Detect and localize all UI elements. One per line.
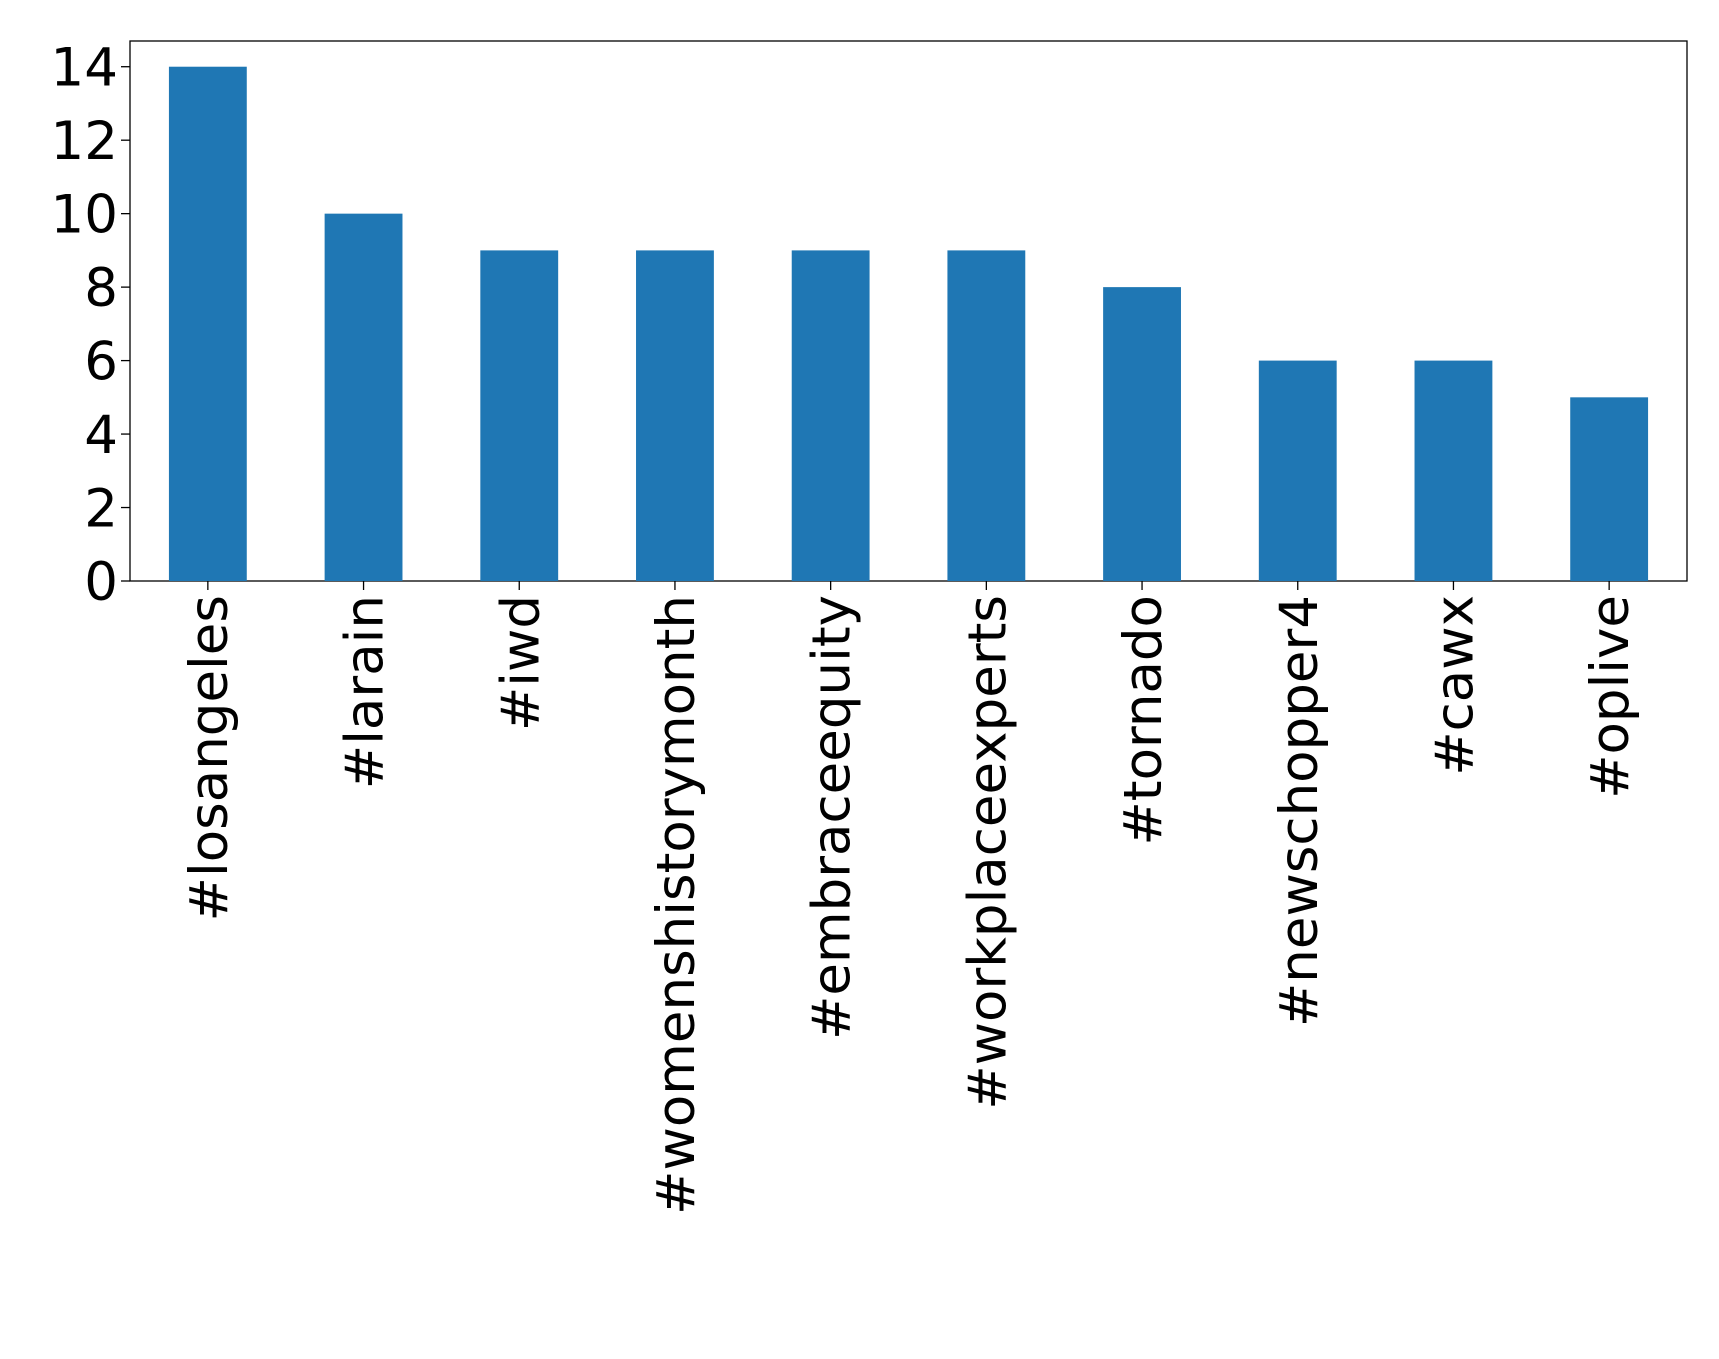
y-tick-label: 8 bbox=[84, 258, 118, 319]
x-tick-label: #cawx bbox=[1424, 595, 1485, 776]
y-tick-label: 4 bbox=[84, 405, 118, 466]
y-tick-label: 12 bbox=[51, 111, 118, 172]
bar bbox=[480, 250, 559, 581]
axes-frame bbox=[129, 40, 1688, 582]
x-tick-label: #newschopper4 bbox=[1269, 595, 1330, 1027]
y-tick-label: 14 bbox=[51, 38, 118, 99]
bar bbox=[636, 250, 714, 581]
x-tick-label: #womenshistorymonth bbox=[646, 595, 707, 1215]
y-tick-label: 0 bbox=[84, 552, 118, 613]
x-tick-label: #embraceequity bbox=[802, 595, 863, 1040]
bar bbox=[947, 250, 1026, 581]
y-tick-label: 6 bbox=[84, 332, 118, 393]
bar bbox=[791, 250, 870, 581]
bar bbox=[324, 213, 403, 581]
y-tick-label: 10 bbox=[51, 185, 118, 246]
bar bbox=[1570, 397, 1649, 581]
x-tick-label: #larain bbox=[335, 595, 396, 789]
x-tick-label: #workplaceexperts bbox=[957, 595, 1018, 1110]
x-tick-label: #tornado bbox=[1113, 595, 1174, 846]
x-tick-label: #losangeles bbox=[179, 595, 240, 921]
x-tick-label: #iwd bbox=[490, 595, 551, 731]
bar bbox=[168, 66, 247, 581]
y-tick-label: 2 bbox=[84, 479, 118, 540]
bar bbox=[1258, 360, 1337, 581]
x-tick-label: #oplive bbox=[1580, 595, 1641, 799]
bar bbox=[1414, 360, 1493, 581]
bar bbox=[1103, 287, 1181, 581]
